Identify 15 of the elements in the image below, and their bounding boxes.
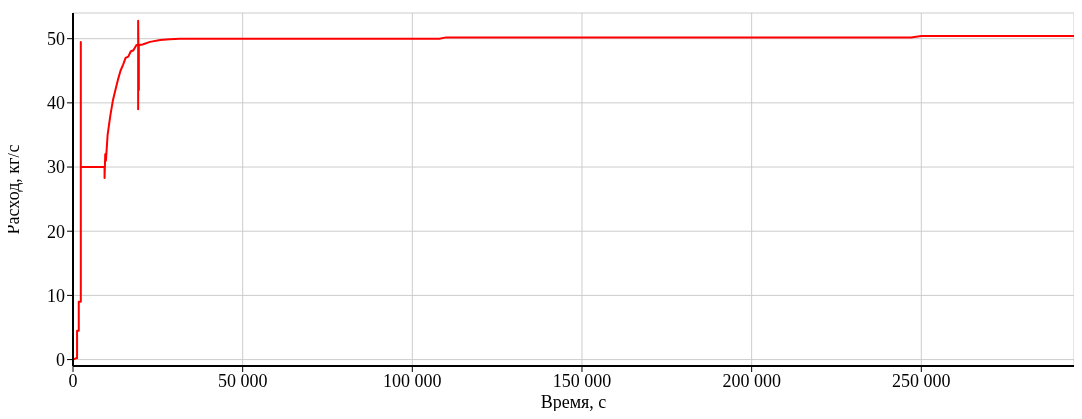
x-tick-label: 200 000 — [722, 370, 781, 391]
y-tick-label: 10 — [47, 285, 65, 306]
x-tick-label: 50 000 — [217, 370, 268, 391]
y-tick-label: 0 — [56, 349, 65, 370]
y-tick-label: 30 — [47, 157, 65, 178]
x-tick-label: 100 000 — [383, 370, 442, 391]
line-series — [73, 19, 1074, 361]
y-tick-label: 50 — [47, 29, 65, 50]
x-tick-label: 0 — [68, 370, 78, 391]
y-axis-title: Расход, кг/с — [3, 144, 24, 235]
x-tick-label: 250 000 — [892, 370, 951, 391]
x-axis-title: Время, с — [540, 392, 607, 412]
x-tick-label: 150 000 — [552, 370, 612, 391]
y-tick-label: 20 — [47, 221, 65, 242]
y-tick-label: 40 — [47, 93, 65, 114]
